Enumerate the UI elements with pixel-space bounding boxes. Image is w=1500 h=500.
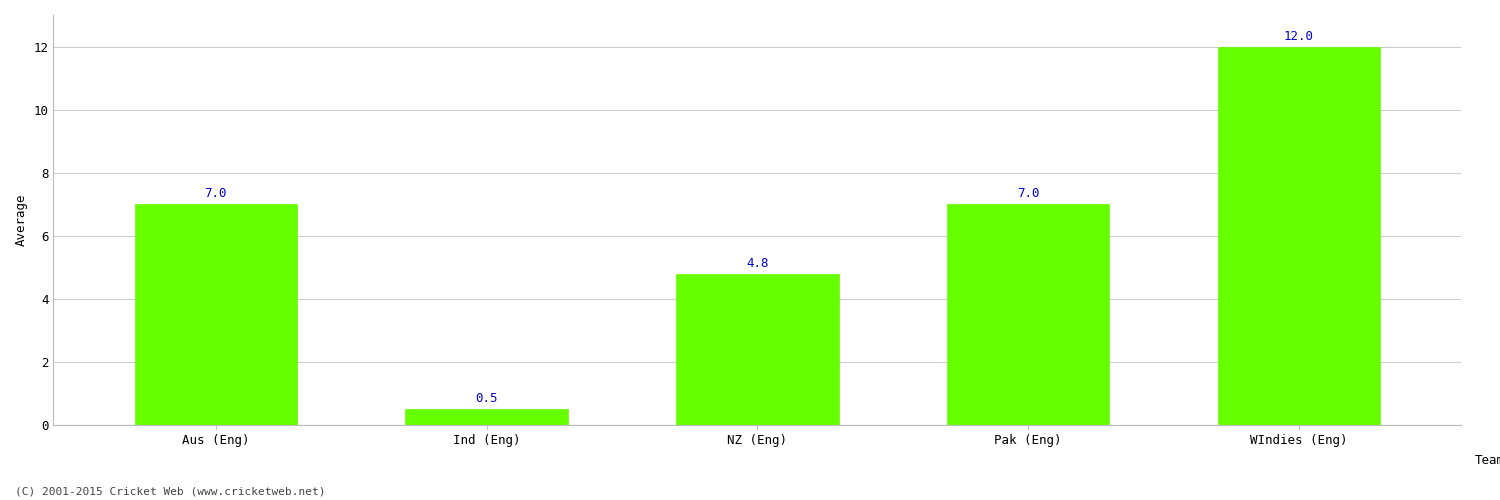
Bar	[676, 274, 838, 425]
Bar	[135, 204, 297, 425]
Text: 4.8: 4.8	[746, 257, 768, 270]
Y-axis label: Average: Average	[15, 194, 28, 246]
Bar	[405, 410, 568, 425]
Bar	[1218, 46, 1380, 425]
Text: (C) 2001-2015 Cricket Web (www.cricketweb.net): (C) 2001-2015 Cricket Web (www.cricketwe…	[15, 487, 326, 497]
Text: 7.0: 7.0	[1017, 188, 1040, 200]
X-axis label: Team: Team	[1474, 454, 1500, 467]
Bar	[946, 204, 1110, 425]
Text: 0.5: 0.5	[476, 392, 498, 406]
Text: 7.0: 7.0	[204, 188, 226, 200]
Text: 12.0: 12.0	[1284, 30, 1314, 43]
